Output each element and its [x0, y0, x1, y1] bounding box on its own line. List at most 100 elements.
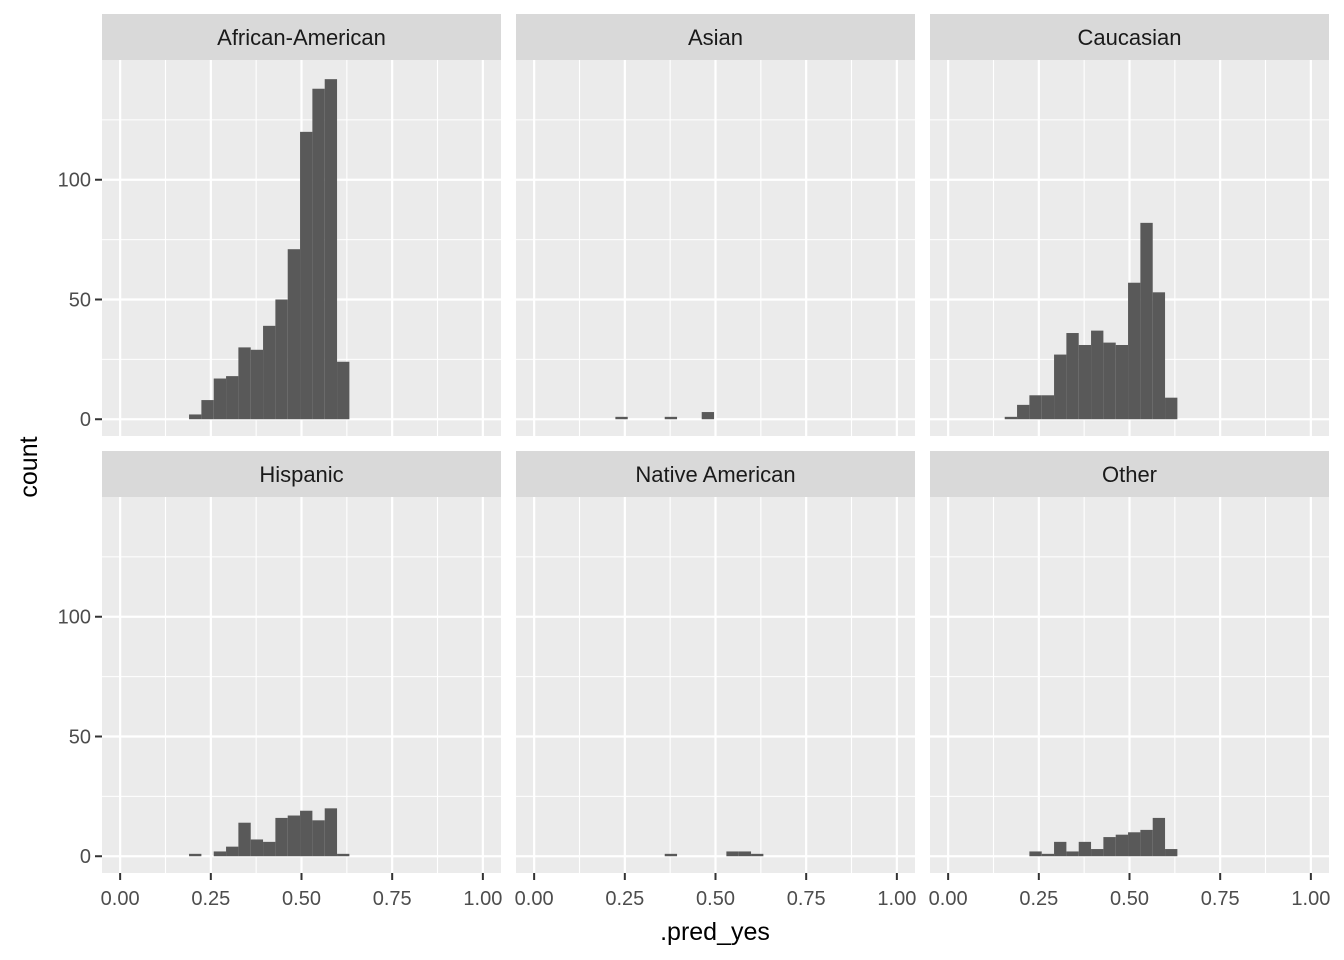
histogram-bar [1029, 851, 1042, 857]
histogram-bar [226, 846, 239, 857]
histogram-bar [1004, 416, 1018, 420]
x-tick-label: 0.00 [101, 888, 140, 910]
histogram-bar [226, 376, 239, 420]
histogram-bar [1017, 404, 1030, 420]
histogram-bar [300, 810, 313, 857]
y-tick-label: 50 [69, 289, 91, 311]
histogram-bar [300, 131, 313, 420]
strip-caucasian [930, 14, 1329, 60]
histogram-bar [1091, 849, 1104, 857]
x-tick-label: 1.00 [877, 888, 916, 910]
strip-hispanic [102, 451, 501, 497]
histogram-bar [263, 841, 276, 857]
strip-label-asian: Asian [688, 25, 743, 50]
histogram-bar [1140, 222, 1153, 420]
histogram-bar [701, 412, 715, 420]
strip-native-american [516, 451, 915, 497]
histogram-bar [1165, 849, 1178, 857]
histogram-bar [1140, 829, 1153, 857]
histogram-bar [250, 839, 264, 857]
y-tick-label: 0 [80, 409, 91, 431]
histogram-bar [275, 817, 288, 857]
histogram-bar [238, 347, 251, 420]
histogram-bar [189, 853, 202, 857]
x-tick-label: 0.00 [929, 888, 968, 910]
y-tick-label: 100 [58, 607, 91, 629]
histogram-bar [189, 414, 202, 420]
histogram-bar [201, 400, 214, 420]
histogram-bar [1165, 397, 1178, 420]
histogram-bar [337, 361, 350, 420]
x-tick-label: 0.25 [1019, 888, 1058, 910]
histogram-bar [275, 299, 288, 420]
x-tick-label: 0.75 [787, 888, 826, 910]
histogram-bar [312, 88, 325, 420]
facet-hispanic: Hispanic [102, 451, 501, 873]
strip-label-african-american: African-American [217, 25, 386, 50]
histogram-bar [1115, 344, 1129, 420]
facet-native-american: Native American [516, 451, 915, 873]
histogram-bar [1152, 817, 1166, 857]
histogram-bar [324, 808, 338, 857]
histogram-bar [1041, 853, 1055, 857]
histogram-bar [1078, 344, 1092, 420]
histogram-bar [287, 249, 301, 420]
histogram-bar [1054, 354, 1067, 420]
x-tick-label: 0.75 [373, 888, 412, 910]
histogram-bar [1115, 834, 1129, 857]
histogram-bar [213, 851, 227, 857]
histogram-bar [751, 853, 764, 857]
facet-caucasian: Caucasian [930, 14, 1329, 436]
strip-label-native-american: Native American [635, 462, 795, 487]
histogram-bar [1066, 851, 1079, 857]
y-tick-label: 50 [69, 726, 91, 748]
facet-other: Other [930, 451, 1329, 873]
histogram-bar [1078, 841, 1092, 857]
y-tick-label: 100 [58, 170, 91, 192]
strip-label-caucasian: Caucasian [1078, 25, 1182, 50]
x-tick-label: 0.50 [282, 888, 321, 910]
histogram-bar [664, 853, 678, 857]
histogram-bar [1103, 342, 1116, 420]
x-tick-label: 0.50 [696, 888, 735, 910]
histogram-bar [615, 416, 628, 420]
strip-other [930, 451, 1329, 497]
histogram-bar [1128, 832, 1141, 857]
facet-panels: African-American Asian Caucasian Hispanic Na… [102, 14, 1329, 873]
x-tick-label: 0.50 [1110, 888, 1149, 910]
histogram-bar [238, 822, 251, 857]
histogram-bar [726, 851, 739, 857]
x-tick-label: 1.00 [463, 888, 502, 910]
x-tick-label: 1.00 [1291, 888, 1330, 910]
histogram-bar [287, 815, 301, 857]
histogram-bar [738, 851, 752, 857]
x-tick-label: 0.25 [605, 888, 644, 910]
histogram-bar [312, 820, 325, 857]
x-tick-label: 0.00 [515, 888, 554, 910]
strip-african-american [102, 14, 501, 60]
histogram-bar [1103, 837, 1116, 857]
histogram-bar [324, 79, 338, 420]
histogram-bar [1066, 333, 1079, 420]
strip-asian [516, 14, 915, 60]
histogram-bar [664, 416, 678, 420]
y-tick-label: 0 [80, 846, 91, 868]
x-tick-label: 0.75 [1201, 888, 1240, 910]
histogram-bar [213, 378, 227, 420]
histogram-bar [1128, 282, 1141, 420]
histogram-bar [1029, 395, 1042, 420]
facet-african-american: African-American [102, 14, 501, 436]
strip-label-other: Other [1102, 462, 1157, 487]
strip-label-hispanic: Hispanic [259, 462, 343, 487]
histogram-bar [1152, 292, 1166, 420]
histogram-bar [1041, 395, 1055, 420]
histogram-bar [263, 325, 276, 420]
y-axis-title: count [15, 436, 43, 497]
x-axis-title: .pred_yes [660, 918, 770, 946]
histogram-bar [1091, 330, 1104, 420]
facet-asian: Asian [516, 14, 915, 436]
histogram-bar [337, 853, 350, 857]
histogram-bar [250, 349, 264, 420]
x-tick-label: 0.25 [191, 888, 230, 910]
